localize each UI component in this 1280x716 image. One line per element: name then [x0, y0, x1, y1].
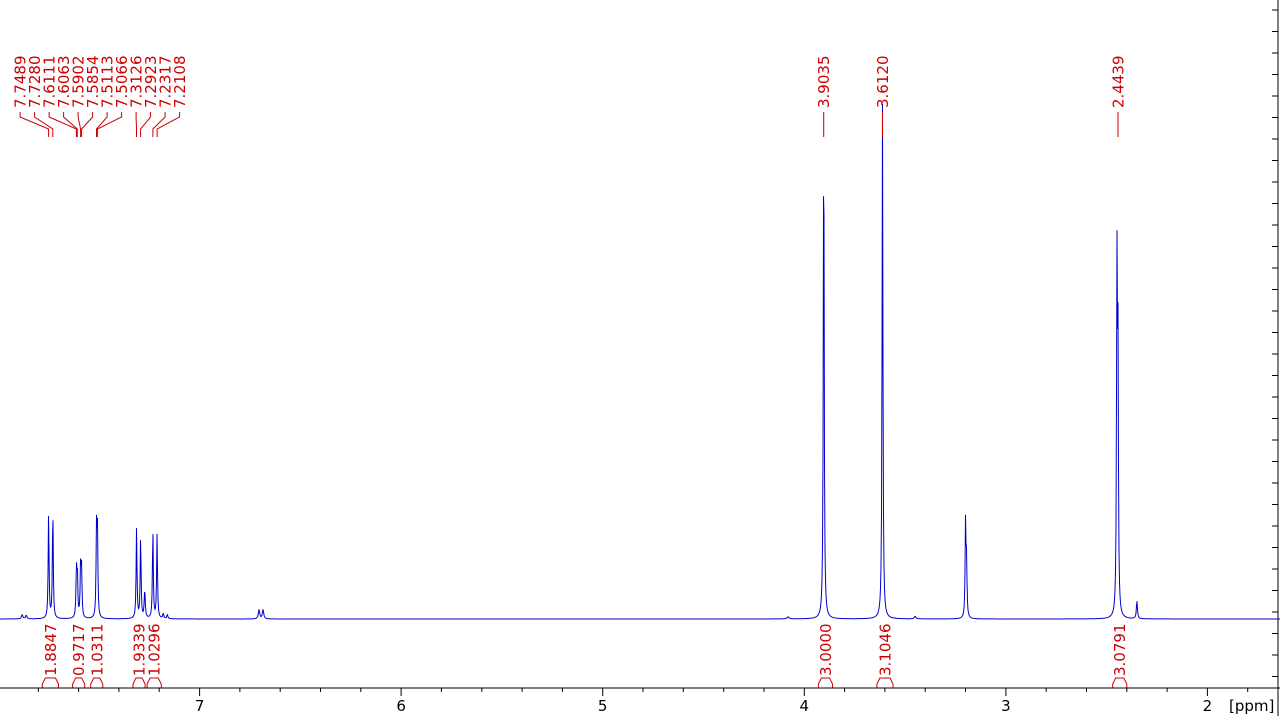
peak-label: 7.2108 — [171, 56, 189, 109]
x-tick-label: 4 — [800, 697, 810, 715]
peak-leader-line — [63, 112, 78, 137]
peak-label: 3.9035 — [815, 56, 833, 109]
peak-label: 7.5902 — [70, 56, 88, 109]
integral-value: 0.9717 — [70, 624, 88, 677]
integral-bracket — [132, 677, 146, 688]
x-tick-label: 3 — [1001, 697, 1011, 715]
integral-value: 3.0791 — [1111, 624, 1129, 677]
integral-bracket — [146, 677, 162, 688]
peak-label: 3.6120 — [874, 56, 892, 109]
integral-bracket — [876, 677, 894, 688]
peak-leader-line — [96, 112, 123, 137]
x-tick-label: 5 — [598, 697, 608, 715]
x-axis: 7 6 5 4 3 2 — [0, 687, 1280, 715]
integral-bracket — [90, 677, 104, 688]
peak-label: 7.5854 — [84, 56, 102, 109]
peak-label: 7.6063 — [55, 56, 73, 109]
peak-leader-line — [81, 112, 94, 137]
integral-bracket — [817, 677, 833, 688]
peak-label: 7.7280 — [26, 56, 44, 109]
integral-bracket — [1112, 677, 1128, 688]
integral-value: 3.1046 — [876, 624, 894, 677]
integral-bracket — [41, 677, 59, 688]
peak-label: 7.7489 — [12, 56, 30, 109]
integral-value: 1.8847 — [42, 624, 60, 677]
peak-label: 7.5066 — [113, 56, 131, 109]
x-tick-label: 2 — [1203, 697, 1213, 715]
peak-label: 2.4439 — [1110, 56, 1128, 109]
integral-bracket — [72, 677, 86, 688]
peak-label: 7.2923 — [142, 56, 160, 109]
integral-value: 1.0296 — [146, 624, 164, 677]
peak-label: 7.3126 — [128, 56, 146, 109]
peak-label: 7.6111 — [41, 56, 59, 109]
x-tick-label: 7 — [195, 697, 205, 715]
peak-label: 7.5113 — [99, 56, 117, 109]
peak-leader-line — [96, 112, 108, 137]
peak-leader-line — [156, 112, 181, 137]
spectrum-trace — [0, 104, 1280, 620]
peak-leader-line — [48, 112, 77, 137]
integral-value: 1.0311 — [88, 624, 106, 677]
peak-label: 7.2317 — [157, 56, 175, 109]
integral-value: 3.0000 — [817, 624, 835, 677]
peak-leader-line — [34, 112, 54, 137]
peak-label-group: 7.74897.72807.61117.60637.59027.58547.51… — [12, 56, 1128, 137]
peak-leader-line — [152, 112, 166, 137]
integral-value: 1.9339 — [131, 624, 149, 677]
x-tick-label: 6 — [396, 697, 406, 715]
x-axis-unit-label: [ppm] — [1229, 697, 1274, 715]
peak-leader-line — [77, 112, 82, 137]
peak-leader-line — [19, 112, 50, 137]
peak-leader-line — [140, 112, 152, 137]
right-edge-ticks — [1272, 0, 1279, 716]
